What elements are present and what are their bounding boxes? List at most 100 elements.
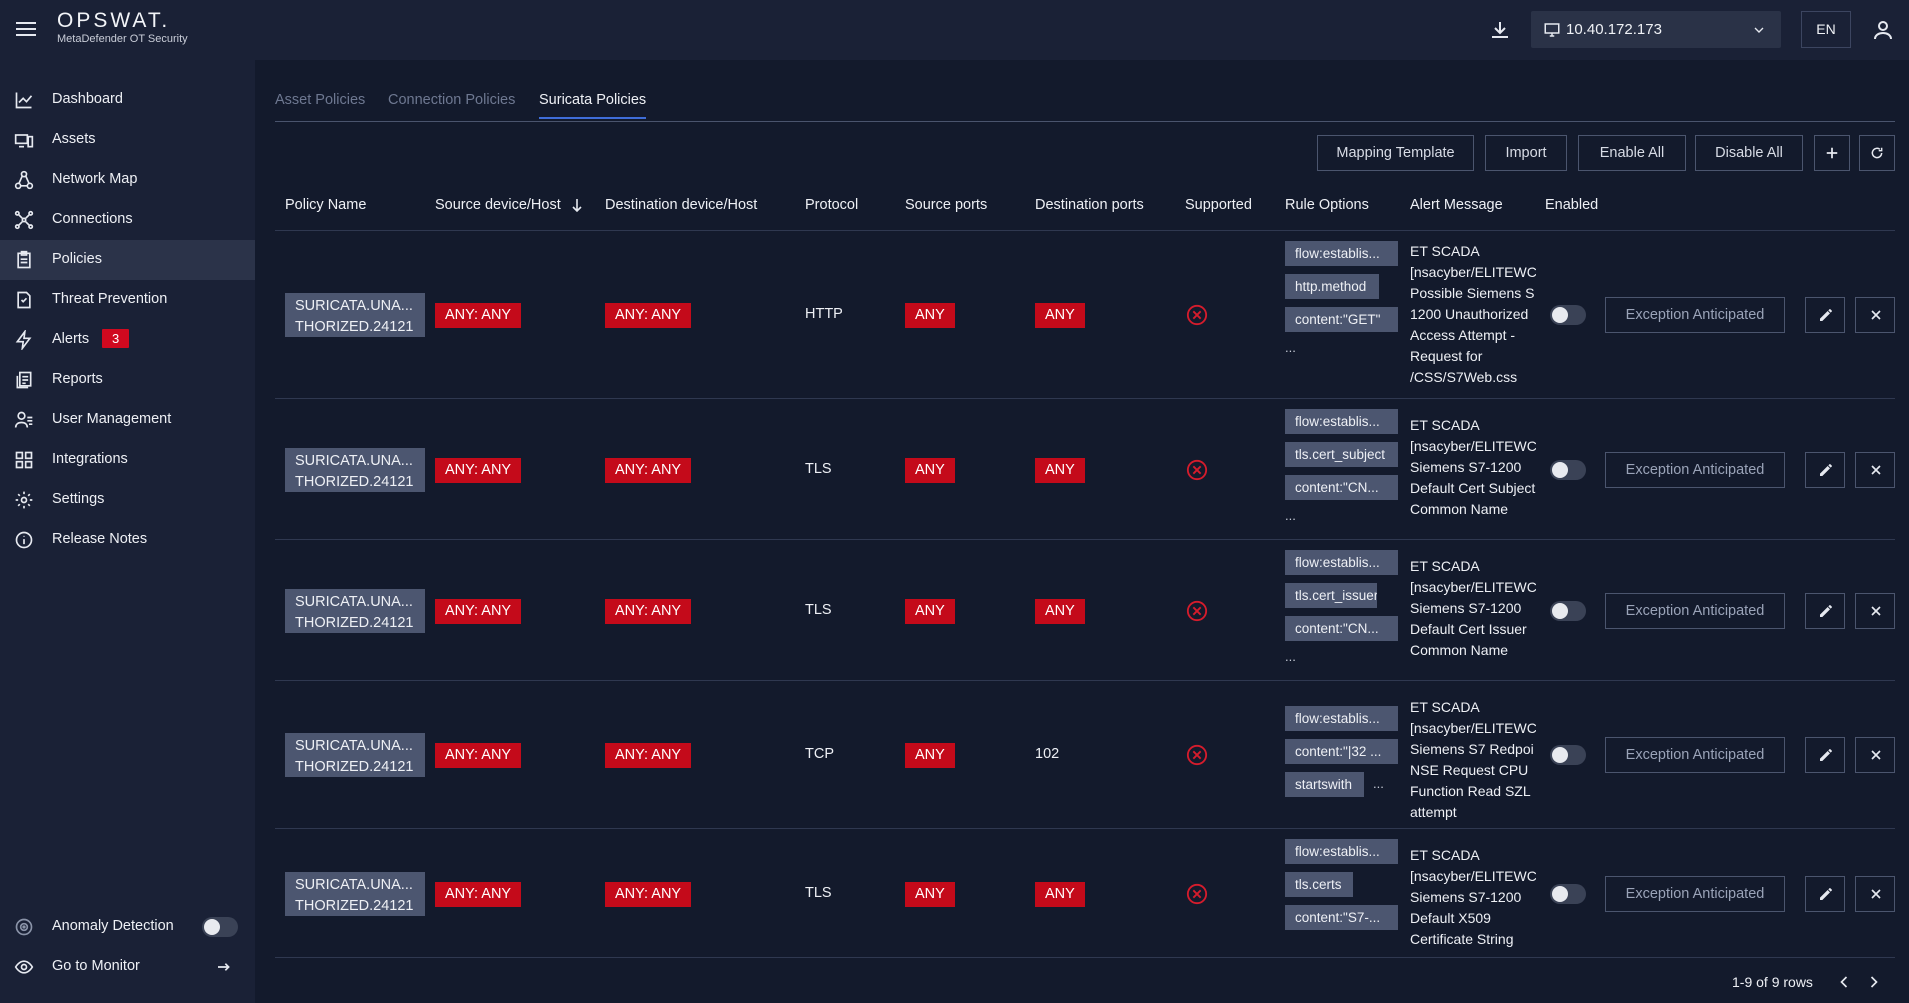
sidebar-item-integrations[interactable]: Integrations — [0, 440, 255, 480]
sidebar-item-dashboard[interactable]: Dashboard — [0, 80, 255, 120]
col-protocol[interactable]: Protocol — [805, 197, 859, 213]
sidebar-item-alerts[interactable]: Alerts 3 — [0, 320, 255, 360]
more-options-ellipsis[interactable]: ... — [1285, 340, 1296, 355]
alert-message-text: ET SCADA [nsacyber/ELITEWC Siemens S7 Re… — [1410, 699, 1536, 820]
rule-option-tag: http.method — [1285, 274, 1379, 299]
download-icon[interactable] — [1488, 18, 1512, 42]
logo: OPSWAT. MetaDefender OT Security — [57, 10, 188, 46]
refresh-button[interactable] — [1859, 135, 1895, 171]
rule-options-list: flow:establis... tls.certs content:"S7-... — [1285, 829, 1405, 959]
destination-device-tag: ANY: ANY — [605, 743, 692, 768]
edit-button[interactable] — [1805, 451, 1845, 488]
enabled-toggle[interactable] — [1550, 459, 1586, 480]
sidebar-item-threat-prevention[interactable]: Threat Prevention — [0, 280, 255, 320]
rule-option-tag: startswith — [1285, 772, 1364, 797]
delete-button[interactable] — [1855, 592, 1895, 629]
add-policy-button[interactable] — [1814, 135, 1850, 171]
delete-button[interactable] — [1855, 451, 1895, 488]
mapping-template-button[interactable]: Mapping Template — [1317, 135, 1474, 171]
sort-down-arrow-icon[interactable] — [571, 198, 583, 213]
edit-button[interactable] — [1805, 737, 1845, 773]
tab-connection-policies[interactable]: Connection Policies — [388, 92, 516, 108]
sidebar-item-settings[interactable]: Settings — [0, 480, 255, 520]
language-button[interactable]: EN — [1801, 11, 1851, 48]
enabled-toggle[interactable] — [1550, 305, 1586, 325]
sidebar-item-release-notes[interactable]: Release Notes — [0, 520, 255, 560]
exception-anticipated-button[interactable]: Exception Anticipated — [1605, 297, 1785, 333]
policy-name-tag[interactable]: SURICATA.UNA... THORIZED.24121 — [285, 588, 425, 633]
col-rule-options[interactable]: Rule Options — [1285, 197, 1369, 213]
exception-anticipated-button[interactable]: Exception Anticipated — [1605, 876, 1785, 912]
alert-message-text: ET SCADA [nsacyber/ELITEWC Siemens S7-12… — [1410, 847, 1536, 947]
brand-name: OPSWAT. — [57, 9, 171, 32]
sidebar-item-reports[interactable]: Reports — [0, 360, 255, 400]
sidebar-item-network-map[interactable]: Network Map — [0, 160, 255, 200]
unsupported-x-circle-icon — [1186, 883, 1208, 905]
delete-button[interactable] — [1855, 297, 1895, 333]
anomaly-detection-toggle[interactable] — [202, 917, 238, 937]
col-supported[interactable]: Supported — [1185, 197, 1252, 213]
hamburger-menu-icon[interactable] — [14, 18, 38, 42]
sidebar-item-label: Assets — [52, 131, 96, 147]
chevron-right-icon[interactable] — [1864, 972, 1884, 992]
col-destination-device[interactable]: Destination device/Host — [605, 197, 758, 213]
chevron-left-icon[interactable] — [1834, 972, 1854, 992]
col-destination-ports[interactable]: Destination ports — [1035, 197, 1144, 213]
table-row: SURICATA.UNA... THORIZED.24121 ANY: ANY AN… — [275, 680, 1895, 828]
pencil-icon — [1820, 309, 1832, 321]
enable-all-button[interactable]: Enable All — [1578, 135, 1686, 171]
exception-anticipated-button[interactable]: Exception Anticipated — [1605, 451, 1785, 488]
delete-button[interactable] — [1855, 876, 1895, 912]
exception-anticipated-button[interactable]: Exception Anticipated — [1605, 592, 1785, 629]
alerts-count-badge: 3 — [102, 329, 130, 348]
rule-option-tag: tls.cert_subject — [1285, 442, 1398, 467]
import-button[interactable]: Import — [1485, 135, 1567, 171]
rule-option-tag: flow:establis... — [1285, 839, 1398, 864]
edit-button[interactable] — [1805, 592, 1845, 629]
pencil-icon — [1820, 888, 1832, 900]
anomaly-detection-label: Anomaly Detection — [52, 918, 174, 934]
more-options-ellipsis[interactable]: ... — [1285, 508, 1296, 523]
destination-device-tag: ANY: ANY — [605, 882, 692, 907]
sidebar-item-assets[interactable]: Assets — [0, 120, 255, 160]
col-source-device-header[interactable]: Source device/Host — [435, 197, 583, 213]
enabled-toggle[interactable] — [1550, 884, 1586, 904]
destination-ports-tag: ANY — [1035, 882, 1085, 907]
go-to-monitor-link[interactable]: Go to Monitor — [0, 947, 255, 987]
close-icon — [1871, 605, 1881, 616]
pagination-summary: 1-9 of 9 rows — [1732, 974, 1813, 990]
policy-name-tag[interactable]: SURICATA.UNA... THORIZED.24121 — [285, 872, 425, 916]
source-device-tag: ANY: ANY — [435, 598, 522, 624]
col-alert-message[interactable]: Alert Message — [1410, 197, 1503, 213]
policy-name-tag[interactable]: SURICATA.UNA... THORIZED.24121 — [285, 447, 425, 492]
enabled-toggle[interactable] — [1550, 600, 1586, 621]
edit-button[interactable] — [1805, 297, 1845, 333]
disable-all-button[interactable]: Disable All — [1695, 135, 1803, 171]
tab-suricata-policies[interactable]: Suricata Policies — [539, 92, 647, 119]
exception-anticipated-button[interactable]: Exception Anticipated — [1605, 737, 1785, 773]
tab-asset-policies[interactable]: Asset Policies — [275, 92, 366, 108]
policy-name-tag[interactable]: SURICATA.UNA... THORIZED.24121 — [285, 733, 425, 777]
sidebar-item-policies[interactable]: Policies — [0, 240, 255, 280]
grid-icon — [15, 451, 33, 469]
col-source-device: Source device/Host — [435, 197, 561, 213]
user-icon[interactable] — [1871, 18, 1895, 42]
col-enabled[interactable]: Enabled — [1545, 197, 1599, 213]
pencil-icon — [1820, 749, 1832, 761]
col-policy-name[interactable]: Policy Name — [285, 197, 367, 213]
col-source-ports[interactable]: Source ports — [905, 197, 988, 213]
destination-device-tag: ANY: ANY — [605, 303, 692, 328]
edit-button[interactable] — [1805, 876, 1845, 912]
sidebar-item-user-management[interactable]: User Management — [0, 400, 255, 440]
enabled-toggle[interactable] — [1550, 745, 1586, 765]
alert-message-text: ET SCADA [nsacyber/ELITEWC Siemens S7-12… — [1410, 417, 1536, 517]
sidebar-item-connections[interactable]: Connections — [0, 200, 255, 240]
more-options-ellipsis[interactable]: ... — [1285, 649, 1296, 664]
policy-name-tag[interactable]: SURICATA.UNA... THORIZED.24121 — [285, 293, 425, 337]
more-options-ellipsis[interactable]: ... — [1373, 776, 1384, 791]
ip-address: 10.40.172.173 — [1566, 21, 1662, 38]
source-device-tag: ANY: ANY — [435, 743, 522, 768]
product-name: MetaDefender OT Security — [57, 33, 188, 45]
device-selector[interactable]: 10.40.172.173 — [1531, 11, 1781, 48]
delete-button[interactable] — [1855, 737, 1895, 773]
